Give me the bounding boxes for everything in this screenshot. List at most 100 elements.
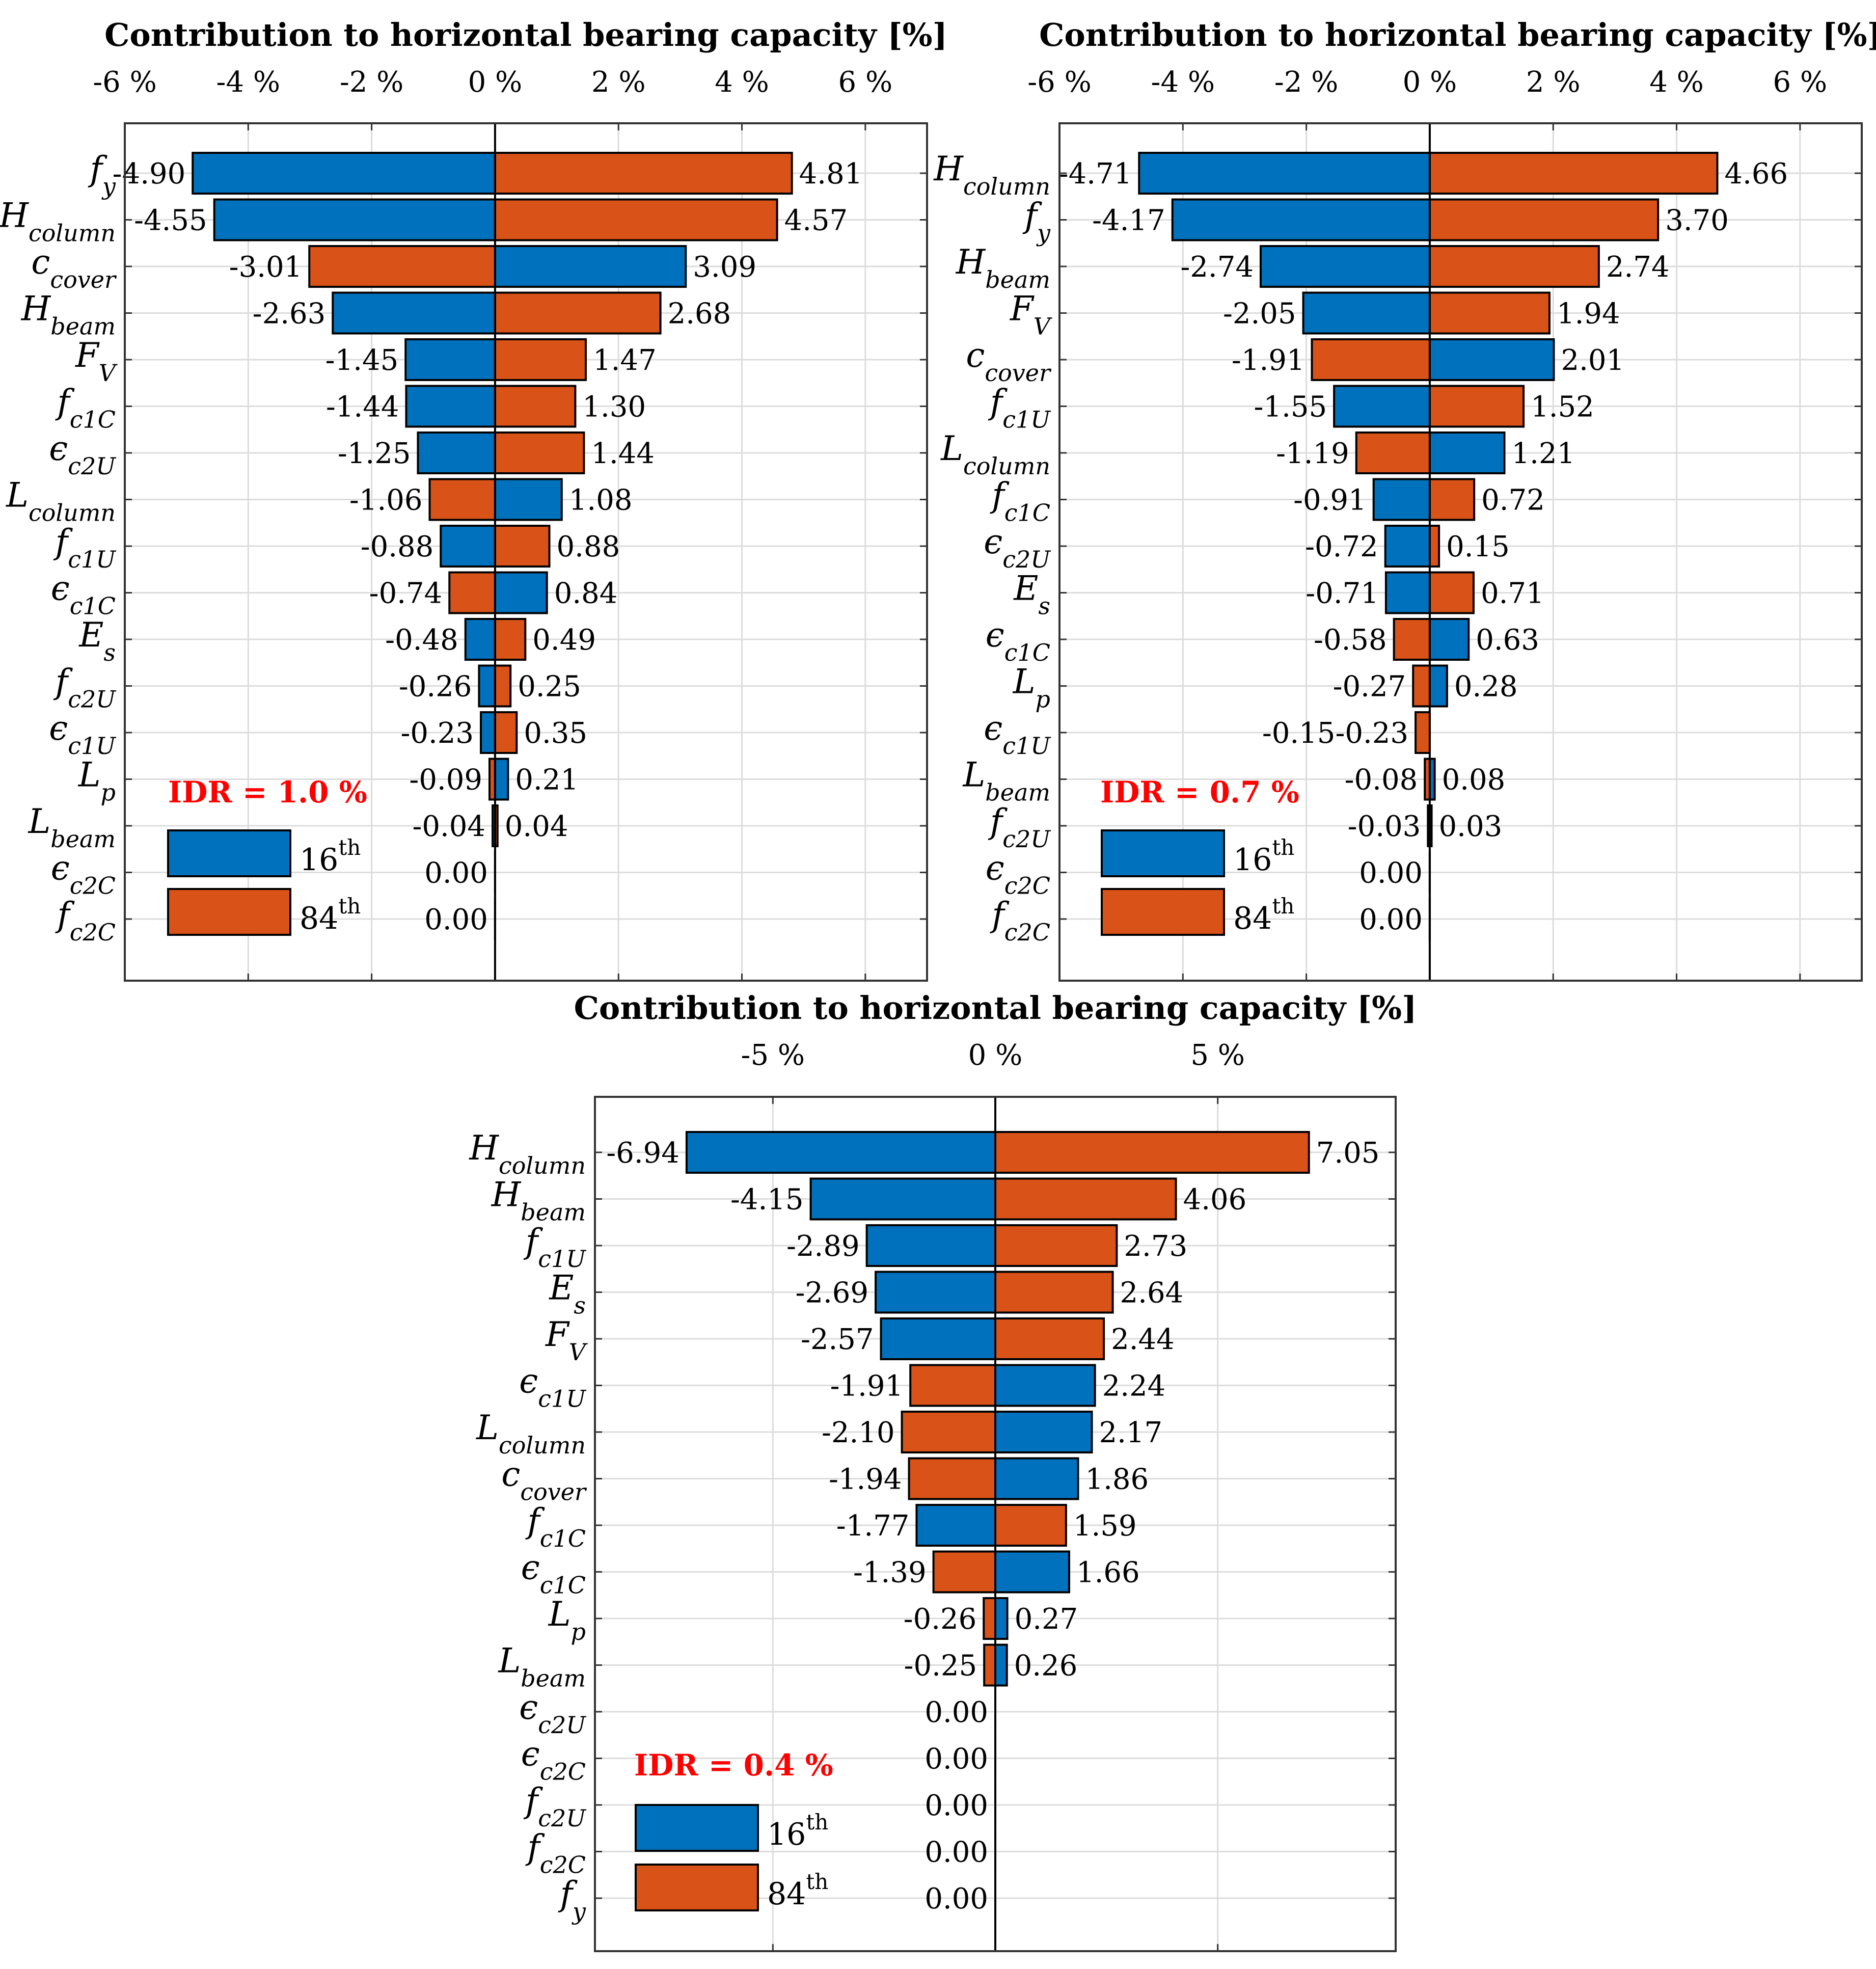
category-label: ccover bbox=[966, 336, 1052, 387]
plot-frame bbox=[124, 122, 928, 982]
bar-16th bbox=[1259, 245, 1431, 288]
data-label-negative: -2.10 bbox=[822, 1416, 895, 1449]
data-label-positive: 2.01 bbox=[1561, 344, 1624, 377]
data-label-positive: 0.03 bbox=[1439, 810, 1503, 843]
data-label-positive: 2.24 bbox=[1102, 1370, 1166, 1403]
data-label-positive: 0.15 bbox=[1446, 530, 1510, 563]
category-label: FV bbox=[1010, 289, 1053, 340]
bar-84th bbox=[983, 1597, 997, 1640]
category-label: ϵc2C bbox=[521, 1735, 586, 1786]
data-label-positive: 1.44 bbox=[591, 437, 655, 470]
data-label-positive: 2.64 bbox=[1120, 1277, 1184, 1310]
data-label-negative: -0.91 bbox=[1293, 484, 1367, 517]
data-label-negative: 0.00 bbox=[1359, 903, 1423, 936]
data-label-negative: -4.15 bbox=[730, 1183, 804, 1217]
bar-84th bbox=[494, 664, 512, 708]
bar-16th bbox=[494, 478, 563, 521]
data-label-positive: 0.71 bbox=[1481, 577, 1544, 610]
category-label: ϵc2U bbox=[49, 429, 117, 480]
bar-84th bbox=[1428, 571, 1475, 614]
bar-16th bbox=[994, 1457, 1079, 1500]
bar-84th bbox=[994, 1271, 1114, 1314]
data-label-negative: -1.45 bbox=[325, 344, 399, 377]
category-label: Hbeam bbox=[956, 242, 1050, 293]
plot-frame bbox=[594, 1096, 1397, 1952]
plot-frame bbox=[1058, 122, 1863, 982]
data-label-negative: -0.03 bbox=[1348, 810, 1421, 843]
bar-16th bbox=[464, 618, 496, 661]
data-label-positive: 2.17 bbox=[1099, 1416, 1163, 1449]
bar-84th bbox=[1428, 245, 1600, 288]
x-tick-label: -4 % bbox=[216, 66, 281, 99]
bar-84th bbox=[994, 1504, 1067, 1547]
data-label-positive: 0.35 bbox=[524, 717, 587, 750]
idr-annotation: IDR = 1.0 % bbox=[168, 775, 367, 810]
data-label-negative: -0.58 bbox=[1314, 624, 1387, 657]
data-label-positive: 0.88 bbox=[557, 530, 620, 563]
chart-panel-3: Contribution to horizontal bearing capac… bbox=[469, 989, 1417, 1952]
idr-annotation: IDR = 0.4 % bbox=[634, 1748, 833, 1783]
legend-swatch-84th bbox=[1101, 888, 1225, 936]
bar-16th bbox=[405, 385, 496, 428]
bar-16th bbox=[1428, 618, 1470, 661]
data-label-positive: 0.04 bbox=[505, 810, 568, 843]
data-label-negative: -0.08 bbox=[1345, 764, 1418, 797]
chart-panel-1: Contribution to horizontal bearing capac… bbox=[0, 16, 947, 982]
data-label-negative: -6.94 bbox=[606, 1137, 679, 1170]
data-label-negative: 0.00 bbox=[925, 1743, 988, 1776]
category-label: fy bbox=[558, 1874, 586, 1925]
data-label-positive: 0.27 bbox=[1015, 1603, 1078, 1636]
data-label-negative: 0.00 bbox=[925, 1836, 988, 1869]
data-label-negative: -1.06 bbox=[349, 484, 423, 517]
data-label-positive: 1.59 bbox=[1073, 1509, 1137, 1543]
bar-16th bbox=[1428, 431, 1506, 474]
legend-label-84th: 84th bbox=[300, 894, 361, 936]
bar-16th bbox=[880, 1317, 997, 1360]
category-label: fc2U bbox=[988, 802, 1051, 853]
bar-16th bbox=[809, 1177, 996, 1221]
bar-84th bbox=[901, 1411, 996, 1453]
data-label-positive: 7.05 bbox=[1316, 1137, 1380, 1170]
category-label: fc2C bbox=[525, 1828, 586, 1879]
bar-84th bbox=[494, 711, 518, 754]
chart-title: Contribution to horizontal bearing capac… bbox=[104, 16, 947, 53]
data-label-negative: -2.63 bbox=[253, 298, 326, 331]
x-tick-label: -6 % bbox=[1027, 66, 1092, 99]
data-label-negative: -1.94 bbox=[829, 1463, 902, 1496]
category-label: ccover bbox=[31, 242, 117, 293]
category-label: fc1U bbox=[53, 522, 117, 573]
bar-84th bbox=[1428, 478, 1476, 521]
chart-title: Contribution to horizontal bearing capac… bbox=[574, 989, 1417, 1027]
bar-16th bbox=[994, 1364, 1096, 1407]
category-label: Lcolumn bbox=[940, 429, 1050, 480]
bar-16th bbox=[192, 152, 496, 195]
bar-84th bbox=[494, 291, 662, 335]
data-label-positive: 1.30 bbox=[582, 391, 646, 424]
category-label: ϵc2C bbox=[986, 849, 1050, 900]
data-label-negative: -2.69 bbox=[795, 1277, 868, 1310]
bar-84th bbox=[448, 571, 496, 614]
bar-84th bbox=[1428, 198, 1660, 241]
data-label-negative: -1.91 bbox=[830, 1370, 904, 1403]
bar-16th bbox=[1302, 291, 1431, 335]
category-label: Lp bbox=[78, 756, 116, 806]
bar-84th bbox=[308, 245, 496, 288]
bar-84th bbox=[932, 1550, 997, 1594]
category-label: ϵc1C bbox=[51, 569, 116, 620]
bar-84th bbox=[428, 478, 496, 521]
category-label: Lp bbox=[548, 1595, 586, 1646]
bar-84th bbox=[494, 338, 587, 381]
data-label-positive: 0.63 bbox=[1476, 624, 1539, 657]
x-tick-label: 2 % bbox=[1526, 66, 1581, 99]
bar-84th bbox=[908, 1457, 997, 1500]
data-label-positive: 1.52 bbox=[1531, 391, 1594, 424]
bar-84th bbox=[1355, 431, 1431, 474]
category-label: Es bbox=[549, 1269, 586, 1319]
data-label-negative: -0.26 bbox=[904, 1603, 977, 1636]
category-label: fy bbox=[88, 149, 116, 200]
data-label-positive: 0.08 bbox=[1442, 764, 1506, 797]
data-label-negative: -0.88 bbox=[361, 530, 434, 563]
data-label-negative: -1.91 bbox=[1232, 344, 1305, 377]
bar-16th bbox=[332, 291, 496, 335]
